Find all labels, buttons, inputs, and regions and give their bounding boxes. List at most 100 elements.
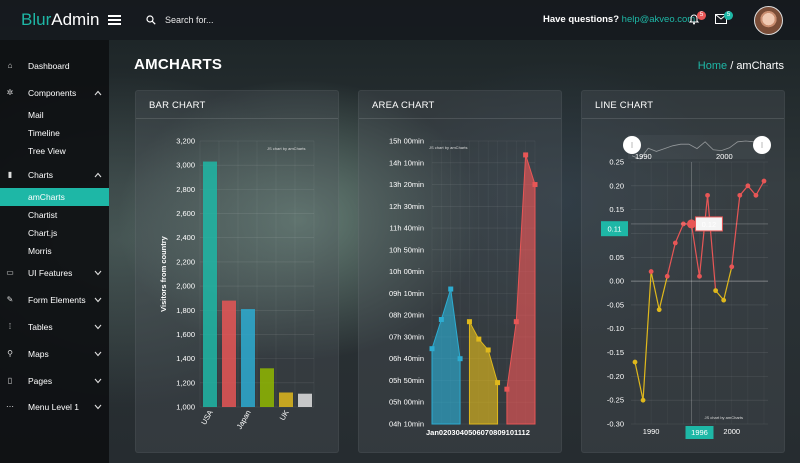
line-point[interactable] xyxy=(632,359,638,365)
chevron-down-icon[interactable] xyxy=(94,297,102,303)
chevron-down-icon[interactable] xyxy=(94,404,102,410)
chevron-down-icon[interactable] xyxy=(94,270,102,276)
y-tick-label: -0.10 xyxy=(607,324,624,333)
line-point[interactable] xyxy=(713,288,719,294)
chevron-up-icon[interactable] xyxy=(94,90,102,96)
area-point[interactable] xyxy=(429,346,435,352)
area-point[interactable] xyxy=(495,380,501,386)
help-email-link[interactable]: help@akveo.com xyxy=(621,14,696,25)
line-point[interactable] xyxy=(705,192,710,198)
area-point[interactable] xyxy=(466,319,472,325)
line-point[interactable] xyxy=(745,183,751,189)
sidebar-item-ui-features[interactable]: ▭ UI Features xyxy=(0,264,109,282)
sidebar-item-timeline[interactable]: Timeline xyxy=(0,124,109,142)
page-title: AMCHARTS xyxy=(134,56,223,73)
y-tick-label: 1,400 xyxy=(176,354,195,363)
area-point[interactable] xyxy=(532,182,538,188)
bar-5[interactable] xyxy=(279,392,293,407)
sidebar-item-menu-level-1[interactable]: ⋯ Menu Level 1 xyxy=(0,398,109,416)
menu-toggle-icon[interactable] xyxy=(108,15,121,25)
cursor-highlight-point xyxy=(686,219,696,229)
bar-2[interactable] xyxy=(222,300,236,407)
area-point[interactable] xyxy=(513,319,519,325)
sidebar-item-charts[interactable]: ▮ Charts xyxy=(0,166,109,184)
line-point[interactable] xyxy=(753,192,759,198)
sidebar-item-tables[interactable]: ⁞ Tables xyxy=(0,318,109,336)
scrollbar-preview-line xyxy=(631,140,763,160)
line-point[interactable] xyxy=(761,178,767,184)
breadcrumb-separator: / xyxy=(730,60,734,72)
brand-part1: Blur xyxy=(21,10,52,29)
area-point[interactable] xyxy=(448,286,454,292)
cursor-x-label-box xyxy=(685,426,714,439)
sidebar-item-mail[interactable]: Mail xyxy=(0,106,109,124)
sidebar-item-components[interactable]: ✲ Components xyxy=(0,84,109,102)
chevron-down-icon[interactable] xyxy=(94,378,102,384)
line-point[interactable] xyxy=(664,273,670,279)
line-point[interactable] xyxy=(680,221,686,227)
line-point[interactable] xyxy=(640,397,646,403)
breadcrumb: Home / amCharts xyxy=(698,60,784,72)
area-point[interactable] xyxy=(457,356,463,362)
search-input[interactable] xyxy=(165,15,285,25)
monitor-icon: ▭ xyxy=(6,268,14,277)
line-point[interactable] xyxy=(721,297,727,303)
chevron-down-icon[interactable] xyxy=(94,324,102,330)
bar-3[interactable] xyxy=(241,309,255,407)
sidebar-item-maps[interactable]: ⚲ Maps xyxy=(0,345,109,363)
y-tick-label: -0.15 xyxy=(607,348,624,357)
sidebar-item-form-elements[interactable]: ✎ Form Elements xyxy=(0,291,109,309)
y-tick-label: 10h 00min xyxy=(389,267,424,276)
line-point[interactable] xyxy=(697,273,702,279)
y-tick-label: 1,800 xyxy=(176,306,195,315)
message-count-badge: 5 xyxy=(724,11,733,20)
y-tick-label: -0.05 xyxy=(607,300,624,309)
grid-icon: ⁞ xyxy=(8,322,12,331)
sidebar-item-morris[interactable]: Morris xyxy=(0,242,109,260)
bell-icon[interactable] xyxy=(688,13,700,25)
sidebar-item-dashboard[interactable]: ⌂ Dashboard xyxy=(0,57,109,75)
sidebar-item-chart-js[interactable]: Chart.js xyxy=(0,224,109,242)
help-question-text: Have questions? xyxy=(543,14,620,25)
y-tick-label: 1,000 xyxy=(176,403,195,412)
line-point[interactable] xyxy=(729,264,735,270)
line-point[interactable] xyxy=(656,307,662,313)
brand-logo[interactable]: BlurAdmin xyxy=(21,10,105,30)
y-tick-label: 15h 00min xyxy=(389,137,424,146)
area-point[interactable] xyxy=(523,152,529,158)
scrollbar-area[interactable] xyxy=(628,135,765,159)
panel-divider xyxy=(359,118,561,119)
chevron-up-icon[interactable] xyxy=(94,172,102,178)
area-point[interactable] xyxy=(485,347,491,353)
bar-6[interactable] xyxy=(298,393,312,407)
line-point[interactable] xyxy=(737,192,743,198)
line-segment xyxy=(658,276,668,310)
area-point[interactable] xyxy=(504,386,510,392)
y-tick-label: 07h 30min xyxy=(389,332,424,341)
x-tick-label: 1990 xyxy=(643,427,660,436)
breadcrumb-home-link[interactable]: Home xyxy=(697,60,728,72)
line-chart: 199020000.250.200.150.100.050.00-0.05-0.… xyxy=(601,135,771,439)
line-segment xyxy=(698,195,709,277)
area-point[interactable] xyxy=(438,317,444,323)
sidebar-item-tree-view[interactable]: Tree View xyxy=(0,142,109,160)
chevron-down-icon[interactable] xyxy=(94,351,102,357)
panel-divider xyxy=(136,118,338,119)
bar-1[interactable] xyxy=(203,161,217,407)
user-avatar[interactable] xyxy=(754,6,783,35)
y-tick-label: 05h 50min xyxy=(389,376,424,385)
sidebar-item-label: Form Elements xyxy=(28,295,86,305)
y-tick-label: 06h 40min xyxy=(389,354,424,363)
sidebar-item-amcharts[interactable]: amCharts xyxy=(0,188,109,206)
scrollbar-label: 1990 xyxy=(635,152,652,161)
y-tick-label: 2,400 xyxy=(176,233,195,242)
y-tick-label: 2,800 xyxy=(176,185,195,194)
area-point[interactable] xyxy=(476,336,482,342)
bar-4[interactable] xyxy=(260,368,274,407)
line-chart-panel: LINE CHART 199020000.250.200.150.100.050… xyxy=(581,90,785,453)
y-tick-label: 10h 50min xyxy=(389,245,424,254)
line-point[interactable] xyxy=(648,269,654,274)
sidebar-item-chartist[interactable]: Chartist xyxy=(0,206,109,224)
line-point[interactable] xyxy=(672,240,678,246)
sidebar-item-pages[interactable]: ▯ Pages xyxy=(0,372,109,390)
